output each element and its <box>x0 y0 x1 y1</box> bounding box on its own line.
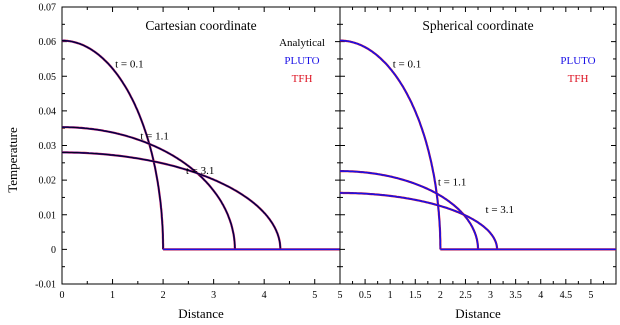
y-tick-label: 0.05 <box>39 72 57 83</box>
x-tick-label: 3 <box>211 290 216 301</box>
series-line-analytical <box>340 192 498 250</box>
x-tick-label: 4.5 <box>560 290 573 301</box>
cartesian-panel: 0 1 2 3 4 5 -0.01 0 0.01 0.02 0.03 0.04 0.05 0.06 0.07… <box>35 3 341 321</box>
x-tick-label: 2 <box>438 290 443 301</box>
x-tick-label: 2 <box>161 290 166 301</box>
series-line-tfh <box>340 191 499 250</box>
series-annotation: t = 1.1 <box>140 130 169 142</box>
x-axis-label: Distance <box>455 306 501 321</box>
series-line-tfh <box>62 151 282 250</box>
y-tick-label: 0.06 <box>39 37 57 48</box>
x-tick-label: 1.5 <box>409 290 422 301</box>
series-line-tfh <box>340 39 442 250</box>
y-tick-label: 0.02 <box>39 176 57 187</box>
series-line-analytical <box>62 40 164 250</box>
y-tick-label: 0.04 <box>39 106 57 117</box>
legend-entry: PLUTO <box>284 55 319 67</box>
x-tick-label: 1 <box>388 290 393 301</box>
x-tick-label: 5 <box>312 290 317 301</box>
series-line-pluto <box>340 39 442 250</box>
y-tick-label: 0.03 <box>39 141 57 152</box>
series-annotation: t = 0.1 <box>115 59 144 71</box>
x-tick-label: 4 <box>538 290 543 301</box>
series-line-pluto <box>61 126 236 250</box>
x-tick-label: 5 <box>588 290 593 301</box>
series-annotation: t = 0.1 <box>393 59 422 71</box>
legend-entry: TFH <box>292 73 313 85</box>
series-annotation: t = 3.1 <box>186 165 215 177</box>
series-line-analytical <box>340 170 479 250</box>
y-tick-label: -0.01 <box>35 280 56 291</box>
series-annotation: t = 1.1 <box>438 176 467 188</box>
series-line-tfh <box>61 126 236 250</box>
series-line-analytical <box>62 151 281 250</box>
series-line-analytical <box>340 40 441 250</box>
y-tick-label: 0.01 <box>39 210 57 221</box>
x-tick-label: 4 <box>262 290 267 301</box>
x-tick-label: 5 <box>338 290 343 301</box>
series-line-pluto <box>62 151 282 250</box>
x-tick-label: 3 <box>488 290 493 301</box>
x-tick-label: 0.5 <box>359 290 372 301</box>
y-tick-label: 0.07 <box>39 3 57 14</box>
legend-entry: TFH <box>568 73 589 85</box>
panel-title: Cartesian coordinate <box>145 18 256 33</box>
series-line-pluto <box>62 39 164 250</box>
x-tick-label: 1 <box>110 290 115 301</box>
x-axis-label: Distance <box>178 306 224 321</box>
series-annotation: t = 3.1 <box>486 204 515 216</box>
spherical-panel: 5 0.5 1 1.5 2 2.5 3 3.5 4 4.5 5 Spherical coordinat… <box>338 6 617 321</box>
legend-entry: PLUTO <box>560 55 595 67</box>
x-tick-label: 3.5 <box>509 290 522 301</box>
legend-entry: Analytical <box>279 37 325 49</box>
x-tick-label: 2.5 <box>459 290 472 301</box>
series-line-analytical <box>61 126 236 250</box>
y-axis-label: Temperature <box>5 127 20 193</box>
x-tick-label: 0 <box>60 290 65 301</box>
panel-title: Spherical coordinate <box>422 18 533 33</box>
y-tick-label: 0 <box>51 245 56 256</box>
series-line-tfh <box>62 39 165 250</box>
